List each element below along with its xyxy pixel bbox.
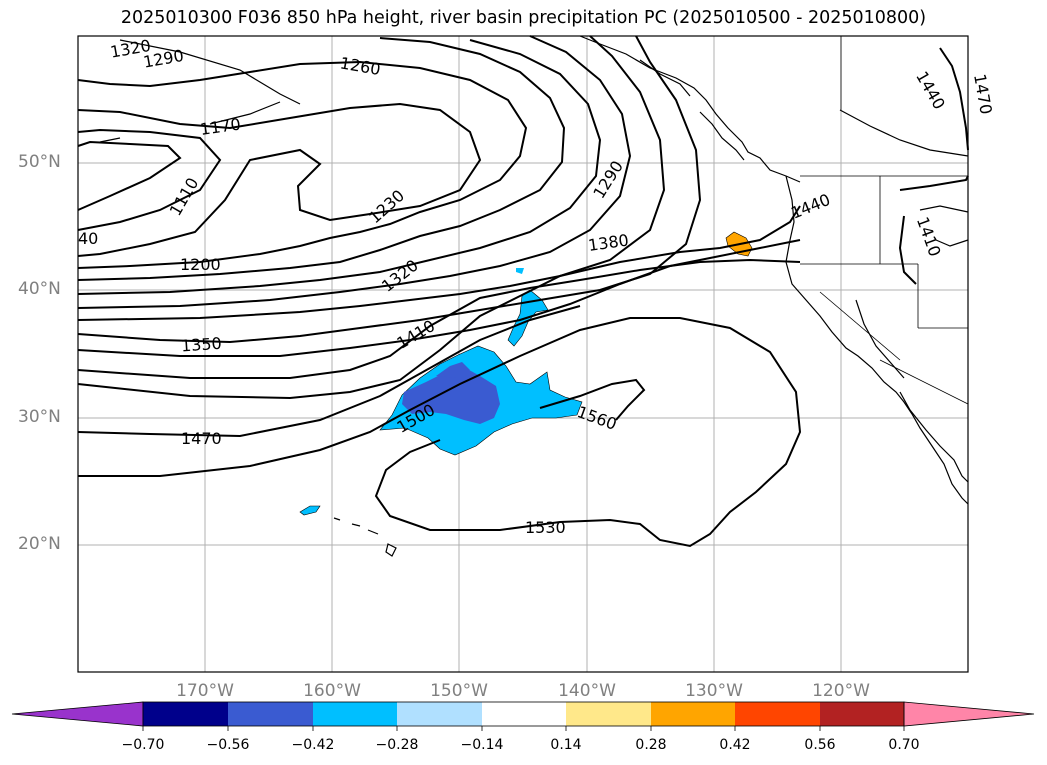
contour-1410-east — [898, 215, 917, 285]
contour-label: 1350 — [180, 334, 222, 356]
lat-label-20n: 20°N — [18, 534, 61, 554]
colorbar-low-extension — [11, 701, 144, 727]
contour-1500 — [78, 317, 802, 548]
lat-label-40n: 40°N — [18, 279, 61, 299]
contour-1560 — [539, 378, 646, 421]
colorbar-segment — [651, 702, 735, 726]
colorbar-segment — [735, 702, 820, 726]
lat-label-30n: 30°N — [18, 407, 61, 427]
contour-1230 — [77, 37, 566, 281]
precip-area-north-2 — [516, 268, 524, 274]
contour-label: 1440 — [788, 190, 833, 223]
contour-1380 — [77, 239, 801, 357]
contour-1110 — [77, 140, 182, 211]
colorbar-segment — [228, 702, 313, 726]
colorbar-segment — [313, 702, 397, 726]
map-title: 2025010300 F036 850 hPa height, river ba… — [120, 8, 927, 28]
lon-label-170w: 170°W — [176, 681, 234, 701]
colorbar-tick-label: 0.14 — [550, 737, 582, 753]
contour-1290 — [77, 35, 632, 309]
precip-area-hawaii — [299, 505, 321, 516]
contour-label: 40 — [78, 229, 98, 248]
colorbar-segment — [820, 702, 904, 726]
contour-east — [899, 175, 969, 191]
contour-label: 1110 — [166, 174, 203, 219]
contour-label: 1260 — [339, 53, 382, 79]
contour-label: 1200 — [180, 255, 221, 274]
contour-1440 — [77, 205, 801, 400]
colorbar-segment — [482, 702, 566, 726]
lon-label-140w: 140°W — [558, 681, 616, 701]
contour-label: 1290 — [589, 157, 627, 202]
colorbar-tick-label: 0.42 — [719, 737, 751, 753]
colorbar-tick-label: −0.56 — [206, 737, 250, 753]
contour-1350 — [77, 35, 702, 344]
colorbar-segment — [566, 702, 651, 726]
colorbar-tick-label: 0.70 — [888, 737, 920, 753]
colorbar-tick-label: 0.28 — [635, 737, 667, 753]
contour-label: 1530 — [525, 518, 566, 537]
political-borders — [800, 36, 969, 405]
contour-label: 1380 — [587, 230, 630, 254]
contour-1410 — [77, 258, 801, 379]
contour-1260 — [77, 39, 602, 295]
height-contours — [77, 35, 969, 548]
lat-label-50n: 50°N — [18, 152, 61, 172]
lon-label-150w: 150°W — [430, 681, 488, 701]
colorbar-tick-label: −0.42 — [291, 737, 335, 753]
colorbar-high-extension — [903, 701, 1035, 727]
precip-area-blue — [402, 366, 500, 424]
contour-label: 1440 — [912, 68, 949, 113]
contour-1140 — [77, 128, 222, 231]
contour-label: 1410 — [913, 214, 945, 259]
colorbar-tick-label: −0.70 — [121, 737, 165, 753]
colorbar-outline — [142, 701, 905, 727]
contour-label: 1470 — [181, 429, 222, 448]
contour-label: 1560 — [575, 402, 620, 434]
contour-1470 — [77, 305, 581, 438]
colorbar — [11, 701, 1035, 731]
colorbar-segment — [397, 702, 482, 726]
contour-label: 1230 — [365, 186, 408, 227]
contour-1170 — [77, 102, 482, 257]
colorbar-tick-label: −0.14 — [460, 737, 504, 753]
precip-area-blue-2 — [436, 362, 470, 378]
lon-label-120w: 120°W — [812, 681, 870, 701]
colorbar-tick-label: 0.56 — [804, 737, 836, 753]
contour-1440-ne — [939, 47, 969, 151]
lon-label-160w: 160°W — [303, 681, 361, 701]
map-frame — [77, 35, 969, 673]
lon-label-130w: 130°W — [685, 681, 743, 701]
contour-1200 — [77, 60, 528, 269]
contour-label: 1470 — [970, 72, 996, 115]
colorbar-tick-label: −0.28 — [375, 737, 419, 753]
colorbar-segment — [143, 702, 228, 726]
